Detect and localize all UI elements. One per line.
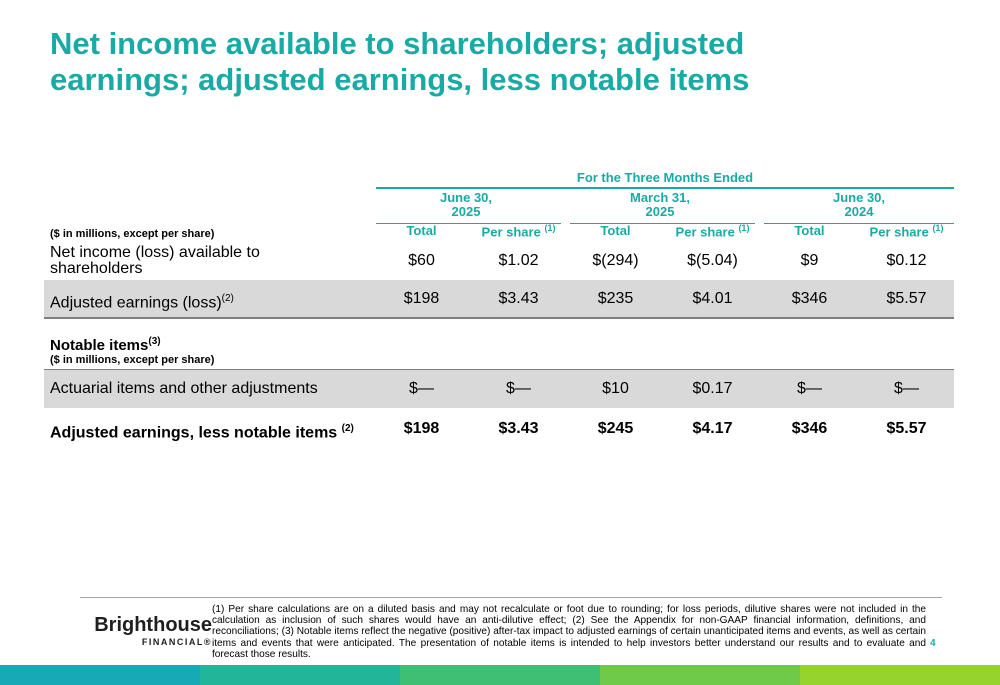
page-title-line-1: Net income available to shareholders; ad… [50,26,745,61]
brighthouse-logo: Brighthouse FINANCIAL® [94,614,212,647]
brand-bar-segment [600,665,800,685]
notable-units-label: ($ in millions, except per share) [50,354,215,366]
brand-color-bar [0,665,1000,685]
cell-value: $— [409,380,434,397]
table-row-adjusted-less-notable: Adjusted earnings, less notable items (2… [44,410,954,448]
period-header-q2-2025: June 30, 2025 [439,190,493,219]
cell-value: $5.57 [886,420,927,437]
cell-value: $(294) [592,252,639,269]
units-label: ($ in millions, except per share) [50,228,215,240]
page-number: 4 [930,638,936,649]
row-label: Adjusted earnings, less notable items (2… [50,423,354,442]
brand-bar-segment [400,665,600,685]
subheader-per-share-3: Per share (1) [869,223,944,240]
table-row-net-income: Net income (loss) available to sharehold… [44,242,954,280]
brand-bar-segment [200,665,400,685]
cell-value: $10 [602,380,629,397]
brand-bar-segment [800,665,1000,685]
subheader-per-share-1: Per share (1) [481,223,556,240]
notable-items-title: Notable items(3) [50,336,161,354]
row-label: Net income (loss) available to sharehold… [50,244,260,277]
cell-value: $346 [791,420,828,437]
subheader-total-3: Total [794,223,825,238]
cell-value: $198 [403,420,440,437]
page-title-line-2: earnings; adjusted earnings, less notabl… [50,62,750,97]
subheader-per-share-2: Per share (1) [675,223,750,240]
footnotes: (1) Per share calculations are on a dilu… [212,604,926,660]
row-label: Actuarial items and other adjustments [50,380,318,397]
cell-value: $60 [408,252,435,269]
page-title: Net income available to shareholders; ad… [50,26,950,98]
divider-rule [44,369,954,371]
cell-value: $3.43 [498,290,539,307]
subheader-total-1: Total [406,223,437,238]
table-row-actuarial-items: Actuarial items and other adjustments $—… [44,370,954,408]
cell-value: $245 [597,420,634,437]
cell-value: $1.02 [498,252,539,269]
period-header-q2-2024: June 30, 2024 [832,190,886,219]
cell-value: $346 [791,290,828,307]
cell-value: $(5.04) [687,252,738,269]
brand-bar-segment [0,665,200,685]
cell-value: $3.43 [498,420,539,437]
cell-value: $4.17 [692,420,733,437]
cell-value: $9 [800,252,819,269]
cell-value: $0.17 [692,380,733,397]
cell-value: $4.01 [692,290,733,307]
period-header-rule [376,187,954,189]
cell-value: $198 [403,290,440,307]
period-rule-2 [570,223,755,224]
footer-rule [80,597,942,598]
row-label: Adjusted earnings (loss)(2) [50,293,234,312]
cell-value: $— [506,380,531,397]
period-header: For the Three Months Ended [576,170,754,185]
cell-value: $— [797,380,822,397]
cell-value: $5.57 [886,290,927,307]
subheader-total-2: Total [600,223,631,238]
table-row-adjusted-earnings: Adjusted earnings (loss)(2) $198 $3.43 $… [44,280,954,318]
period-header-q1-2025: March 31, 2025 [630,190,690,219]
cell-value: $— [894,380,919,397]
divider-rule [44,317,954,319]
period-rule-3 [764,223,954,224]
cell-value: $0.12 [886,252,927,269]
cell-value: $235 [597,290,634,307]
period-rule-1 [376,223,561,224]
